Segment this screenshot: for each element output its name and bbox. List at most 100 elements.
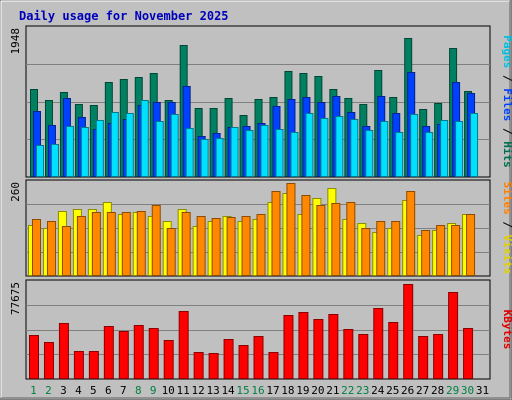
day-label-8: 8 <box>135 384 142 397</box>
bar-kbytes-22 <box>343 329 354 379</box>
day-label-19: 19 <box>296 384 309 397</box>
bar-kbytes-27 <box>418 336 429 379</box>
bar-kbytes-7 <box>118 331 129 379</box>
bar-sites-27 <box>421 230 431 276</box>
panel-ymax-label: 260 <box>9 182 22 202</box>
bar-kbytes-18 <box>283 315 294 379</box>
legend-part: Hits <box>501 141 512 168</box>
day-label-14: 14 <box>221 384 235 397</box>
bar-sites-24 <box>376 221 386 276</box>
bar-pages-15 <box>245 130 254 177</box>
bar-sites-2 <box>46 221 56 276</box>
bar-pages-19 <box>305 113 314 177</box>
bar-kbytes-20 <box>313 319 324 379</box>
day-label-18: 18 <box>281 384 294 397</box>
bar-pages-20 <box>320 118 329 177</box>
bar-pages-3 <box>65 126 74 177</box>
bar-pages-17 <box>275 129 284 177</box>
bar-pages-16 <box>260 125 269 177</box>
bar-kbytes-21 <box>328 314 339 379</box>
day-label-9: 9 <box>150 384 157 397</box>
bar-kbytes-23 <box>358 334 369 379</box>
bar-sites-16 <box>256 214 266 276</box>
legend-part: / <box>501 215 512 235</box>
bar-kbytes-8 <box>133 325 144 379</box>
day-label-6: 6 <box>105 384 112 397</box>
bar-kbytes-10 <box>163 340 174 379</box>
day-axis-labels: 1 2 3 4 5 6 7 8 9 10 11 12 13 14 15 16 17 18 19 20 21 22 23 24 2… <box>30 384 489 397</box>
legend-part: Sites <box>501 182 512 215</box>
bar-kbytes-4 <box>73 351 84 379</box>
bar-sites-30 <box>466 214 476 276</box>
day-label-26: 26 <box>401 384 414 397</box>
bar-kbytes-25 <box>388 322 399 379</box>
bar-kbytes-5 <box>88 351 99 379</box>
bar-sites-13 <box>211 218 221 276</box>
bar-kbytes-3 <box>58 323 69 379</box>
panel-legend-label: Pages / Files / Hits <box>501 35 512 168</box>
day-label-5: 5 <box>90 384 97 397</box>
bar-pages-11 <box>185 128 194 177</box>
legend-part: KBytes <box>501 310 512 350</box>
day-label-20: 20 <box>311 384 324 397</box>
chart-title: Daily usage for November 2025 <box>19 9 229 23</box>
day-label-4: 4 <box>75 384 82 397</box>
bar-pages-2 <box>50 144 59 177</box>
bar-kbytes-6 <box>103 326 114 379</box>
bar-sites-4 <box>76 216 86 276</box>
day-label-31: 31 <box>476 384 489 397</box>
panel-visits-sites: 260 Sites / Visits <box>9 179 512 277</box>
day-label-2: 2 <box>45 384 52 397</box>
bar-kbytes-15 <box>238 345 249 379</box>
bar-sites-17 <box>271 191 281 276</box>
bar-kbytes-29 <box>448 292 459 379</box>
panel-kbytes: 77675 KBytes <box>9 279 512 380</box>
panel-ymax-label: 77675 <box>9 282 22 315</box>
bar-pages-18 <box>290 132 299 177</box>
bar-kbytes-1 <box>29 335 39 379</box>
bar-sites-26 <box>406 191 416 276</box>
bar-sites-25 <box>391 221 401 276</box>
day-label-30: 30 <box>461 384 474 397</box>
bar-sites-6 <box>106 212 116 276</box>
panel-legend-label: Sites / Visits <box>501 182 512 275</box>
day-label-15: 15 <box>236 384 249 397</box>
bar-sites-19 <box>301 195 311 276</box>
bar-kbytes-16 <box>253 336 264 379</box>
bar-pages-7 <box>125 113 134 177</box>
bar-kbytes-17 <box>268 352 279 379</box>
bar-pages-12 <box>200 139 209 177</box>
day-label-17: 17 <box>266 384 279 397</box>
day-label-21: 21 <box>326 384 339 397</box>
bar-sites-10 <box>166 228 176 276</box>
bar-pages-13 <box>215 138 224 177</box>
day-label-28: 28 <box>431 384 444 397</box>
bar-sites-12 <box>196 216 206 276</box>
bar-pages-5 <box>95 120 104 177</box>
day-label-25: 25 <box>386 384 399 397</box>
bar-sites-1 <box>32 219 41 276</box>
chart-panels: 1948 Pages / Files / Hits 260 Sites / Visit… <box>9 25 512 380</box>
bar-pages-14 <box>230 127 239 177</box>
day-label-22: 22 <box>341 384 354 397</box>
legend-part: / <box>501 68 512 88</box>
legend-part: / <box>501 121 512 141</box>
bar-pages-23 <box>365 130 374 177</box>
panel-hits-files-pages: 1948 Pages / Files / Hits <box>9 25 512 178</box>
bar-kbytes-9 <box>148 328 159 379</box>
bar-sites-22 <box>346 202 356 276</box>
day-label-11: 11 <box>177 384 190 397</box>
bar-pages-24 <box>380 121 389 177</box>
bar-sites-15 <box>241 216 251 276</box>
bar-pages-26 <box>410 114 419 177</box>
day-label-27: 27 <box>416 384 429 397</box>
bar-sites-23 <box>361 228 371 276</box>
legend-part: Pages <box>501 35 512 68</box>
bar-pages-6 <box>110 112 119 177</box>
day-label-1: 1 <box>30 384 37 397</box>
bar-pages-8 <box>140 100 149 177</box>
day-label-23: 23 <box>356 384 369 397</box>
bar-kbytes-24 <box>373 308 384 379</box>
